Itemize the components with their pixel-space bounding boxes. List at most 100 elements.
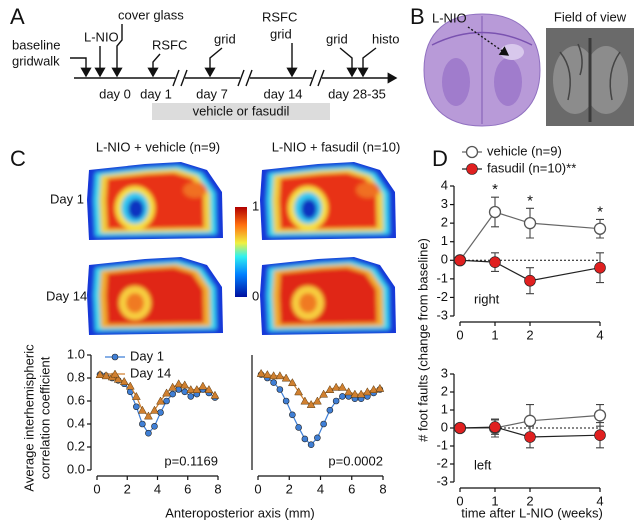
break-mark xyxy=(245,69,253,87)
y-tick-label: 1 xyxy=(441,233,448,248)
data-point xyxy=(186,384,196,393)
y-tick-label: 2 xyxy=(441,383,448,398)
treatment-label: vehicle or fasudil xyxy=(193,103,290,118)
lesion xyxy=(500,44,524,60)
break-gap xyxy=(312,70,322,86)
y-tick-label: 1.0 xyxy=(67,346,85,361)
y-tick-label: -1 xyxy=(436,437,448,452)
x-tick-label: 4 xyxy=(596,327,603,342)
y-tick-label: 0.8 xyxy=(67,369,85,384)
y-tick-label: 0.0 xyxy=(67,461,85,476)
row-label: Day 14 xyxy=(46,288,87,303)
legend-marker xyxy=(111,353,119,361)
event-arrow xyxy=(147,53,161,78)
data-point xyxy=(325,384,335,393)
y-tick-label: -2 xyxy=(436,289,448,304)
break-mark xyxy=(237,69,245,87)
legend-label: fasudil (n=10)** xyxy=(487,160,576,175)
y-tick-label: 2 xyxy=(441,215,448,230)
legend-marker xyxy=(465,145,479,159)
y-tick-label: 0 xyxy=(441,419,448,434)
fov-title: Field of view xyxy=(554,9,627,24)
data-point xyxy=(139,420,146,428)
series-line xyxy=(459,259,601,282)
x-tick-label: 6 xyxy=(184,481,191,496)
significance-label: * xyxy=(527,192,533,209)
x-axis-title: time after L-NIO (weeks) xyxy=(461,505,603,520)
panel-label: B xyxy=(410,4,425,29)
data-point xyxy=(262,370,272,378)
data-point xyxy=(375,383,385,392)
y-axis-title: # foot faults (change from baseline) xyxy=(415,238,430,442)
correlation-map xyxy=(253,250,403,340)
data-point xyxy=(312,396,322,405)
event-label: histo xyxy=(372,31,399,46)
data-point xyxy=(256,368,266,377)
y-axis-title: correlation coefficient xyxy=(37,356,52,479)
event-label: RSFC xyxy=(262,9,297,24)
data-point xyxy=(144,411,153,420)
y-tick-label: 0.4 xyxy=(67,415,85,430)
data-point xyxy=(282,397,290,405)
data-point xyxy=(362,387,372,396)
data-point xyxy=(270,379,277,386)
data-point xyxy=(295,424,302,431)
series-line xyxy=(459,211,601,261)
correlation-map xyxy=(80,155,230,245)
column-title: L-NIO + fasudil (n=10) xyxy=(272,139,401,154)
legend-label: Day 14 xyxy=(130,365,171,380)
data-point xyxy=(344,387,354,396)
data-point xyxy=(133,403,140,411)
event-arrow xyxy=(70,57,92,78)
x-tick-label: 4 xyxy=(317,481,324,496)
break-mark xyxy=(180,69,188,87)
data-point xyxy=(275,371,285,380)
y-tick-label: -3 xyxy=(436,473,448,488)
data-point xyxy=(489,256,501,268)
fov-hemisphere xyxy=(584,46,628,114)
data-point xyxy=(187,393,195,400)
brain-structure xyxy=(442,58,470,106)
data-point xyxy=(294,387,304,396)
data-point xyxy=(119,376,129,385)
y-tick-label: 0 xyxy=(441,252,448,267)
panel-label: D xyxy=(432,146,448,171)
y-tick-label: 3 xyxy=(441,365,448,380)
legend-label: Day 1 xyxy=(130,348,164,363)
data-point xyxy=(326,406,334,414)
y-tick-label: -2 xyxy=(436,455,448,470)
x-tick-label: 1 xyxy=(491,493,498,508)
data-point xyxy=(276,386,284,393)
data-point xyxy=(137,405,147,414)
significance-label: * xyxy=(597,203,603,220)
data-point xyxy=(524,431,536,443)
event-arrow xyxy=(339,47,358,78)
annotation: p=0.1169 xyxy=(164,453,218,468)
series-line xyxy=(459,426,601,438)
annotation: right xyxy=(474,291,500,306)
break-gap xyxy=(175,70,185,86)
event-label: grid xyxy=(326,31,348,46)
correlation-map xyxy=(80,250,230,340)
x-tick-label: 1 xyxy=(491,327,498,342)
column-title: L-NIO + vehicle (n=9) xyxy=(96,139,220,154)
brain-structure xyxy=(494,58,522,106)
x-tick-label: 8 xyxy=(214,481,221,496)
histology-label: L-NIO xyxy=(432,10,467,25)
break-mark xyxy=(172,69,180,87)
y-tick-label: -3 xyxy=(436,307,448,322)
data-point xyxy=(319,389,329,398)
legend-marker xyxy=(466,163,478,175)
data-point xyxy=(332,397,340,405)
data-point xyxy=(113,374,123,383)
data-point xyxy=(198,381,208,390)
data-point xyxy=(95,370,105,378)
x-tick-label: 0 xyxy=(456,493,463,508)
histology-slice xyxy=(423,13,541,127)
data-point xyxy=(131,391,141,400)
data-point xyxy=(174,379,184,388)
colorbar-tick-label: 1 xyxy=(252,198,259,213)
data-point xyxy=(180,380,190,389)
x-axis-title: Anteroposterior axis (mm) xyxy=(165,505,315,520)
day-label: day 7 xyxy=(196,86,228,101)
